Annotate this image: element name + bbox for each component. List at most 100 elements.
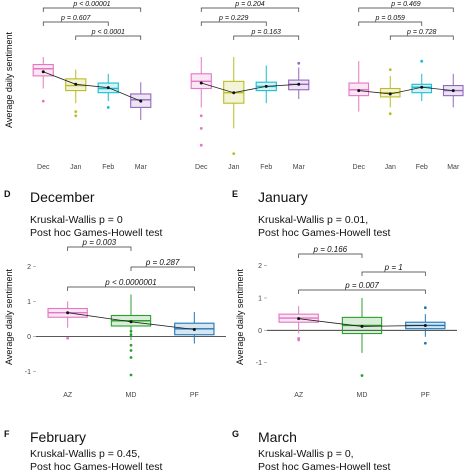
mean-point <box>423 323 427 327</box>
panel-title-d: December <box>30 189 95 205</box>
xtick-label-top-right: Mar <box>447 164 460 171</box>
stats-line1-e: Kruskal-Wallis p = 0.01, <box>258 214 368 226</box>
outlier-point <box>74 114 78 118</box>
significance-bracket <box>130 266 195 271</box>
outlier-point <box>423 341 427 345</box>
p-value-label: p = 0.166 <box>313 245 348 254</box>
ylabel-d: Average daily sentiment <box>4 269 14 365</box>
outlier-point <box>297 61 301 65</box>
mean-trend-line <box>43 71 141 102</box>
outlier-point <box>129 343 133 347</box>
p-value-label: p = 0.204 <box>234 1 264 8</box>
mean-point <box>357 89 361 93</box>
panel-letter-d: D <box>4 189 11 199</box>
mean-point <box>360 324 364 328</box>
ylabel-top-left: Average daily sentiment <box>4 32 14 128</box>
outlier-point <box>388 68 392 71</box>
significance-bracket <box>389 35 454 40</box>
mean-point <box>66 311 70 315</box>
outlier-point <box>129 333 133 337</box>
xtick-label-top-right: Feb <box>416 164 428 171</box>
p-value-label: p = 0.607 <box>60 15 91 22</box>
xtick-label-D: PF <box>190 392 199 399</box>
outlier-point <box>423 306 427 310</box>
outlier-point <box>129 356 133 359</box>
significance-bracket <box>358 21 423 26</box>
ytick-label-D: 0 <box>27 334 31 341</box>
ytick-label-E: -1 <box>256 360 262 367</box>
mean-point <box>192 328 196 331</box>
p-value-label: p = 0.469 <box>390 1 420 8</box>
significance-bracket <box>200 21 267 26</box>
mean-point <box>297 317 301 321</box>
ytick-label-E: 2 <box>258 263 262 270</box>
xtick-label-top-left: Feb <box>102 164 114 171</box>
mean-point <box>420 85 424 89</box>
xtick-label-top-left: Dec <box>37 164 50 171</box>
stats-line1-g: Kruskal-Wallis p = 0, <box>258 448 354 460</box>
mean-point <box>232 91 236 95</box>
mean-point <box>388 92 392 96</box>
p-value-label: p < 0.0001 <box>91 29 125 36</box>
p-value-label: p = 0.229 <box>218 15 248 22</box>
outlier-point <box>199 126 203 130</box>
outlier-point <box>129 349 133 352</box>
mean-point <box>106 86 110 90</box>
outlier-point <box>41 99 45 103</box>
mean-trend-line <box>201 82 299 94</box>
mean-point <box>41 70 45 74</box>
outlier-point <box>199 114 203 118</box>
p-value-label: p < 0.0000001 <box>104 278 156 287</box>
outlier-point <box>388 112 392 116</box>
xtick-label-D: MD <box>126 392 137 399</box>
p-value-label: p = 0.003 <box>82 238 117 247</box>
mean-point <box>264 84 268 88</box>
xtick-label-top-middle: Feb <box>260 164 272 171</box>
xtick-label-top-middle: Dec <box>195 164 208 171</box>
significance-bracket <box>67 246 132 251</box>
outlier-point <box>129 329 133 333</box>
significance-bracket <box>298 253 363 258</box>
panel-title-g: March <box>258 429 297 445</box>
p-value-label: p = 0.007 <box>344 281 379 290</box>
xtick-label-E: PF <box>421 392 430 399</box>
mean-trend-line <box>358 86 454 95</box>
xtick-label-top-right: Jan <box>385 164 396 171</box>
significance-bracket <box>75 35 142 40</box>
significance-bracket <box>67 286 195 291</box>
ylabel-e: Average daily sentiment <box>235 269 245 365</box>
panel-letter-e: E <box>232 189 238 199</box>
xtick-label-top-middle: Jan <box>228 164 239 171</box>
p-value-label: p = 0.059 <box>375 15 405 22</box>
significance-bracket <box>42 7 142 12</box>
ytick-label-D: 2 <box>27 264 31 271</box>
mean-point <box>139 99 143 103</box>
outlier-point <box>420 59 424 63</box>
p-value-label: p = 0.728 <box>406 29 436 36</box>
outlier-point <box>199 143 203 147</box>
xtick-label-top-left: Mar <box>135 164 148 171</box>
significance-bracket <box>200 7 300 12</box>
panel-title-f: February <box>30 429 86 445</box>
panel-letter-g: G <box>232 429 239 439</box>
ytick-label-D: -1 <box>25 369 31 376</box>
ytick-label-E: 1 <box>258 296 262 303</box>
stats-line2-d: Post hoc Games-Howell test <box>30 227 163 239</box>
panel-letter-f: F <box>4 429 10 439</box>
plot-E: -1 0 1 2 AZ MD PF p = 0.166 p = 1 p = 0.007 <box>256 245 457 399</box>
outlier-point <box>360 374 364 377</box>
plot-D: -1 0 1 2 AZ MD PF p = 0.003 p = 0.287 p < 0.00000… <box>25 238 226 399</box>
ytick-label-D: 1 <box>27 299 31 306</box>
xtick-label-top-right: Dec <box>353 164 366 171</box>
stats-line2-g: Post hoc Games-Howell test <box>258 461 391 473</box>
p-value-label: p = 1 <box>384 263 403 272</box>
ytick-label-E: 0 <box>258 328 262 335</box>
outlier-point <box>297 338 301 342</box>
mean-point <box>297 82 301 86</box>
outlier-point <box>66 336 70 340</box>
